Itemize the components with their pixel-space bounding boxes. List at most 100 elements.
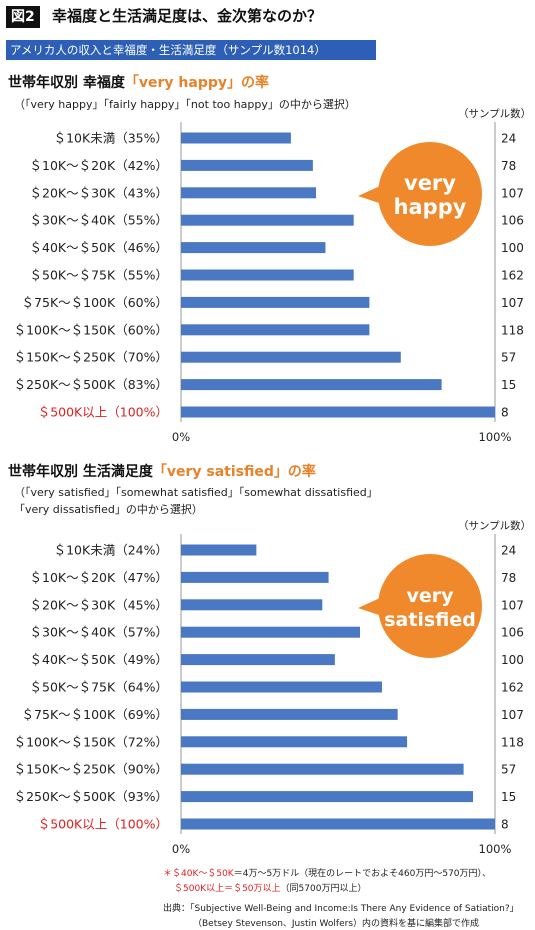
footnote-red-1: ＊＄40K〜＄50K [163,869,234,879]
x-tick-label: 0% [172,430,190,444]
callout-text: happy [394,195,467,219]
section-1-title-prefix: 世帯年収別 幸福度 [8,75,125,91]
callout-text: very [404,171,456,195]
sample-size-label: 15 [501,378,516,392]
sample-size-label: 162 [501,269,524,283]
section-2-count-header: （サンプル数） [458,520,532,532]
bar [181,736,408,748]
category-label: ＄500K以上（100%） [38,405,168,420]
sample-size-label: 57 [501,351,516,365]
bar [181,269,354,281]
callout-tail [358,598,382,616]
sample-size-label: 24 [501,132,516,146]
source-line-2: （Betsey Stevenson、Justin Wolfers）内の資料を基に… [193,919,480,929]
bar [181,544,257,556]
bar [181,708,398,720]
sample-size-label: 78 [501,159,516,173]
category-label: ＄500K以上（100%） [38,817,168,832]
category-label: ＄10K〜＄20K（42%） [30,158,169,173]
sample-size-label: 118 [501,735,524,749]
category-label: ＄50K〜＄75K（55%） [30,268,169,283]
category-label: ＄75K〜＄100K（69%） [22,707,168,722]
callout-tail [358,186,382,204]
bar [181,791,474,803]
section-2-title: 世帯年収別 生活満足度「very satisfied」の率 [8,461,316,481]
bar [181,763,464,775]
footnote-red-2: ＄500K以上＝＄50万以上 [174,884,281,894]
bar [181,187,317,199]
sample-size-label: 107 [501,708,524,722]
x-tick-label: 0% [172,842,190,856]
category-label: ＄40K〜＄50K（49%） [30,652,169,667]
section-1-note: （「very happy」「fairly happy」「not too happ… [14,98,356,111]
source-line-1: 出典：「Subjective Well-Being and Income:Is … [163,904,519,914]
sample-size-label: 107 [501,598,524,612]
sample-size-label: 15 [501,790,516,804]
category-label: ＄250K〜＄500K（83%） [14,377,168,392]
footnote-text-2: （同5700万円以上） [280,884,367,894]
category-label: ＄40K〜＄50K（46%） [30,240,169,255]
figure-title: 幸福度と生活満足度は、金次第なのか？ [52,7,323,25]
category-label: ＄50K〜＄75K（64%） [30,680,169,695]
bar [181,406,495,418]
chart-life-satisfaction: ＄10K未満（24%） 24 ＄10K〜＄20K（47%） 78 ＄20K〜＄30K（4… [14,534,524,856]
bar [181,599,323,611]
bar [181,242,326,254]
bar [181,681,382,693]
chart-happiness: ＄10K未満（35%） 24 ＄10K〜＄20K（42%） 78 ＄20K〜＄30K（4… [14,122,524,444]
bar [181,132,291,144]
sample-size-label: 78 [501,571,516,585]
category-label: ＄100K〜＄150K（60%） [14,322,168,337]
category-label: ＄30K〜＄40K（57%） [30,625,169,640]
category-label: ＄10K未満（24%） [54,543,168,558]
section-1-title: 世帯年収別 幸福度「very happy」の率 [8,72,269,92]
footnote-line-1: ＊＄40K〜＄50K＝4万〜5万ドル（現在のレートでおよそ460万円〜570万円… [163,866,491,879]
sample-size-label: 8 [501,406,509,420]
footnote-text-1: ＝4万〜5万ドル（現在のレートでおよそ460万円〜570万円）、 [233,869,492,879]
callout-circle [378,142,482,246]
bar [181,214,354,226]
x-tick-label: 100% [479,842,512,856]
category-label: ＄250K〜＄500K（93%） [14,789,168,804]
sample-size-label: 107 [501,186,524,200]
sample-size-label: 8 [501,818,509,832]
figure-badge: 図2 [6,6,40,28]
sample-size-label: 100 [501,241,524,255]
bar [181,324,370,336]
sample-size-label: 24 [501,544,516,558]
section-1-title-highlight: 「very happy」の率 [124,75,269,91]
category-label: ＄100K〜＄150K（72%） [14,734,168,749]
callout-text: very [406,585,454,607]
footnote-line-2: ＄500K以上＝＄50万以上（同5700万円以上） [174,881,366,894]
bar [181,626,360,638]
sample-size-label: 162 [501,681,524,695]
bar [181,654,335,666]
callout-circle [378,554,482,658]
callout-text: satisfied [384,609,476,631]
category-label: ＄150K〜＄250K（90%） [14,762,168,777]
category-label: ＄30K〜＄40K（55%） [30,213,169,228]
section-2-title-highlight: 「very satisfied」の率 [152,464,316,480]
category-label: ＄20K〜＄30K（43%） [30,185,169,200]
bar [181,159,313,171]
section-1-count-header: （サンプル数） [458,108,532,120]
sample-size-label: 118 [501,323,524,337]
bar [181,379,442,391]
bar [181,351,401,363]
category-label: ＄150K〜＄250K（70%） [14,350,168,365]
sample-size-label: 106 [501,626,524,640]
bar [181,571,329,583]
bar [181,818,495,830]
category-label: ＄75K〜＄100K（60%） [22,295,168,310]
category-label: ＄10K〜＄20K（47%） [30,570,169,585]
sample-size-label: 107 [501,296,524,310]
category-label: ＄10K未満（35%） [54,131,168,146]
bar [181,296,370,308]
subtitle-banner: アメリカ人の収入と幸福度・生活満足度（サンプル数1014） [6,40,376,60]
sample-size-label: 106 [501,214,524,228]
section-2-title-prefix: 世帯年収別 生活満足度 [8,464,153,480]
category-label: ＄20K〜＄30K（45%） [30,597,169,612]
section-2-note-line-1: （「very satisfied」「somewhat satisfied」「so… [14,486,378,499]
